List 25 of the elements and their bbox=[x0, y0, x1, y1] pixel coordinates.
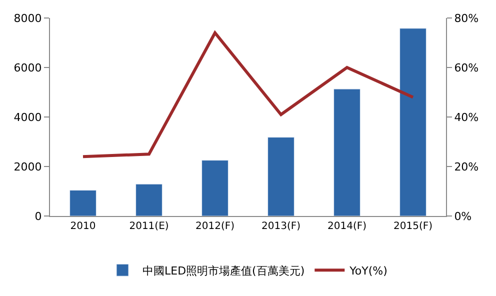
y2-tick-label: 0% bbox=[454, 210, 472, 223]
bar bbox=[136, 184, 162, 216]
line-series bbox=[82, 31, 414, 158]
x-tick-label: 2014(F) bbox=[327, 221, 367, 232]
bar bbox=[202, 160, 228, 216]
x-tick-label: 2013(F) bbox=[261, 221, 301, 232]
x-tick-label: 2010 bbox=[70, 221, 96, 232]
y2-tick-label: 60% bbox=[454, 61, 479, 74]
legend-label: 中國LED照明市場產值(百萬美元) bbox=[142, 264, 305, 278]
bar bbox=[334, 88, 360, 216]
y2-tick-label: 20% bbox=[454, 160, 479, 174]
x-tick-label: 2015(F) bbox=[393, 221, 433, 232]
bar bbox=[400, 28, 426, 216]
y-tick-label: 4000 bbox=[14, 110, 42, 124]
y-tick-label: 8000 bbox=[14, 12, 42, 25]
x-tick-label: 2011(E) bbox=[129, 221, 169, 232]
y2-tick-label: 80% bbox=[454, 12, 479, 25]
y-tick-label: 2000 bbox=[14, 160, 42, 174]
legend-label: YoY(%) bbox=[348, 264, 388, 278]
bar bbox=[70, 190, 96, 216]
bar bbox=[268, 137, 294, 216]
y-tick-label: 0 bbox=[34, 210, 42, 223]
y2-tick-label: 40% bbox=[454, 110, 479, 124]
y-tick-label: 6000 bbox=[14, 61, 42, 74]
x-tick-label: 2012(F) bbox=[195, 221, 235, 232]
